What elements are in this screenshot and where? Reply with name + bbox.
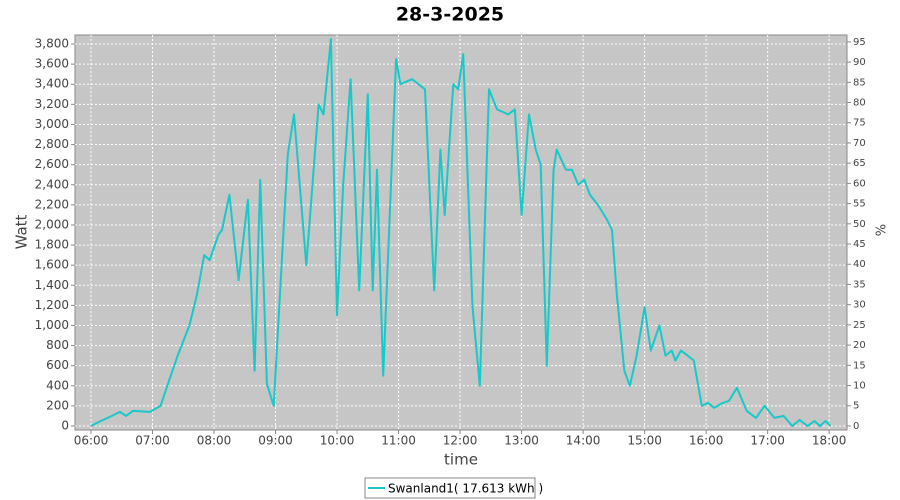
x-tick-label: 16:00 [689, 434, 724, 448]
x-axis-label: time [444, 451, 478, 469]
y2-tick-label: 85 [853, 77, 866, 88]
y-tick-label: 3,600 [35, 57, 69, 71]
y2-tick-label: 40 [853, 259, 866, 270]
legend [364, 477, 536, 499]
y2-axis-label: % [875, 224, 890, 236]
y2-tick-label: 20 [853, 340, 866, 351]
chart-title: 28-3-2025 [396, 4, 504, 26]
x-tick-label: 06:00 [74, 434, 109, 448]
y-tick-label: 3,800 [35, 37, 69, 51]
legend-label: Swanland1( 17.613 kWh ) [388, 482, 543, 496]
y-tick-label: 0 [61, 418, 69, 432]
y-tick-label: 2,600 [35, 157, 69, 171]
y2-tick-label: 65 [853, 158, 866, 169]
y2-tick-label: 60 [853, 178, 866, 189]
y2-tick-label: 55 [853, 199, 866, 210]
y2-tick-label: 5 [853, 401, 859, 412]
y-tick-label: 2,000 [35, 217, 69, 231]
y-tick-label: 800 [46, 338, 69, 352]
x-tick-label: 17:00 [750, 434, 785, 448]
y2-tick-label: 90 [853, 57, 866, 68]
x-tick-label: 14:00 [566, 434, 601, 448]
y-tick-label: 2,800 [35, 137, 69, 151]
y-tick-label: 2,400 [35, 177, 69, 191]
y-tick-label: 400 [46, 378, 69, 392]
y-tick-label: 600 [46, 358, 69, 372]
y-tick-label: 1,600 [35, 258, 69, 272]
series-line [90, 38, 832, 427]
y-tick-label: 3,200 [35, 97, 69, 111]
y2-tick-label: 80 [853, 98, 866, 109]
y2-tick-label: 25 [853, 320, 866, 331]
y-tick-label: 1,000 [35, 318, 69, 332]
y-tick-label: 3,400 [35, 77, 69, 91]
y-tick-label: 3,000 [35, 117, 69, 131]
x-tick-label: 11:00 [381, 434, 416, 448]
x-tick-label: 15:00 [627, 434, 662, 448]
y-tick-label: 2,200 [35, 197, 69, 211]
y2-tick-label: 0 [853, 421, 859, 432]
y2-tick-label: 10 [853, 381, 866, 392]
plot-area [74, 34, 848, 431]
x-tick-label: 09:00 [258, 434, 293, 448]
y2-tick-label: 70 [853, 138, 866, 149]
x-tick-label: 18:00 [812, 434, 847, 448]
x-tick-label: 07:00 [135, 434, 170, 448]
y-tick-label: 1,800 [35, 238, 69, 252]
y2-tick-label: 45 [853, 239, 866, 250]
y2-tick-label: 75 [853, 118, 866, 129]
y2-tick-label: 95 [853, 37, 866, 48]
y-tick-label: 1,400 [35, 278, 69, 292]
y2-tick-label: 35 [853, 279, 866, 290]
y2-tick-label: 50 [853, 219, 866, 230]
y-tick-label: 1,200 [35, 298, 69, 312]
x-tick-label: 13:00 [504, 434, 539, 448]
x-tick-label: 08:00 [197, 434, 232, 448]
y-tick-label: 200 [46, 398, 69, 412]
x-tick-label: 10:00 [320, 434, 355, 448]
y-axis-label: Watt [13, 214, 31, 249]
y2-tick-label: 30 [853, 300, 866, 311]
y2-tick-label: 15 [853, 360, 866, 371]
x-tick-label: 12:00 [443, 434, 478, 448]
